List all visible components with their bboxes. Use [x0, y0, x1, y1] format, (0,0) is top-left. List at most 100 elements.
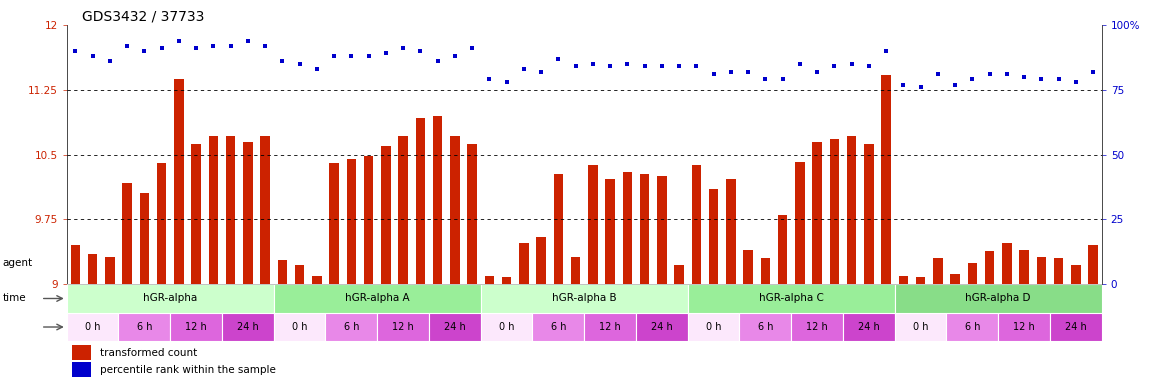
- Bar: [553, 174, 564, 284]
- Bar: [1019, 250, 1029, 284]
- Text: 24 h: 24 h: [237, 322, 259, 332]
- Bar: [501, 277, 512, 284]
- Bar: [87, 254, 98, 284]
- Text: 12 h: 12 h: [185, 322, 207, 332]
- Bar: [156, 163, 167, 284]
- Bar: [415, 118, 426, 284]
- Bar: [139, 194, 150, 284]
- Bar: [174, 79, 184, 284]
- Bar: [829, 139, 840, 284]
- Bar: [450, 136, 460, 284]
- Bar: [1053, 258, 1064, 284]
- Bar: [570, 257, 581, 284]
- Bar: [895, 284, 1102, 313]
- Bar: [70, 245, 80, 284]
- Bar: [481, 313, 532, 341]
- Bar: [363, 156, 374, 284]
- Bar: [170, 313, 222, 341]
- Bar: [688, 313, 739, 341]
- Bar: [933, 258, 943, 284]
- Bar: [674, 265, 684, 284]
- Bar: [584, 313, 636, 341]
- Bar: [691, 165, 702, 284]
- Bar: [481, 284, 688, 313]
- Bar: [760, 258, 771, 284]
- Bar: [605, 179, 615, 284]
- Bar: [1088, 245, 1098, 284]
- Text: 6 h: 6 h: [758, 322, 773, 332]
- Bar: [777, 215, 788, 284]
- Bar: [946, 313, 998, 341]
- Text: 6 h: 6 h: [551, 322, 566, 332]
- Bar: [277, 260, 288, 284]
- Bar: [843, 313, 895, 341]
- Bar: [812, 142, 822, 284]
- Bar: [998, 313, 1050, 341]
- Bar: [950, 274, 960, 284]
- Text: 24 h: 24 h: [444, 322, 466, 332]
- Bar: [432, 116, 443, 284]
- Bar: [429, 313, 481, 341]
- Bar: [325, 313, 377, 341]
- Bar: [122, 183, 132, 284]
- Bar: [739, 313, 791, 341]
- Bar: [532, 313, 584, 341]
- Bar: [1071, 265, 1081, 284]
- Text: 24 h: 24 h: [1065, 322, 1087, 332]
- Bar: [708, 189, 719, 284]
- Text: 0 h: 0 h: [706, 322, 721, 332]
- Bar: [260, 136, 270, 284]
- Text: 0 h: 0 h: [913, 322, 928, 332]
- Bar: [71, 362, 91, 377]
- Bar: [791, 313, 843, 341]
- Bar: [67, 313, 118, 341]
- Bar: [519, 243, 529, 284]
- Bar: [118, 313, 170, 341]
- Text: hGR-alpha C: hGR-alpha C: [759, 293, 823, 303]
- Bar: [274, 313, 325, 341]
- Text: transformed count: transformed count: [100, 348, 197, 358]
- Text: 0 h: 0 h: [85, 322, 100, 332]
- Bar: [71, 345, 91, 360]
- Bar: [346, 159, 356, 284]
- Bar: [984, 252, 995, 284]
- Text: 24 h: 24 h: [651, 322, 673, 332]
- Bar: [312, 276, 322, 284]
- Bar: [294, 265, 305, 284]
- Bar: [636, 313, 688, 341]
- Bar: [639, 174, 650, 284]
- Text: percentile rank within the sample: percentile rank within the sample: [100, 365, 276, 375]
- Text: 12 h: 12 h: [1013, 322, 1035, 332]
- Bar: [588, 165, 598, 284]
- Bar: [864, 144, 874, 284]
- Bar: [381, 146, 391, 284]
- Bar: [536, 237, 546, 284]
- Text: 6 h: 6 h: [965, 322, 980, 332]
- Text: time: time: [2, 293, 26, 303]
- Text: 0 h: 0 h: [292, 322, 307, 332]
- Bar: [657, 176, 667, 284]
- Bar: [915, 277, 926, 284]
- Text: 6 h: 6 h: [344, 322, 359, 332]
- Text: agent: agent: [2, 258, 32, 268]
- Text: hGR-alpha D: hGR-alpha D: [966, 293, 1030, 303]
- Bar: [329, 163, 339, 284]
- Bar: [898, 276, 908, 284]
- Bar: [191, 144, 201, 284]
- Bar: [225, 136, 236, 284]
- Bar: [688, 284, 895, 313]
- Text: 12 h: 12 h: [392, 322, 414, 332]
- Text: GDS3432 / 37733: GDS3432 / 37733: [83, 10, 205, 24]
- Bar: [743, 250, 753, 284]
- Bar: [1050, 313, 1102, 341]
- Text: 0 h: 0 h: [499, 322, 514, 332]
- Text: 12 h: 12 h: [599, 322, 621, 332]
- Bar: [208, 136, 218, 284]
- Bar: [105, 257, 115, 284]
- Text: hGR-alpha A: hGR-alpha A: [345, 293, 409, 303]
- Bar: [846, 136, 857, 284]
- Text: 12 h: 12 h: [806, 322, 828, 332]
- Bar: [484, 276, 494, 284]
- Text: hGR-alpha B: hGR-alpha B: [552, 293, 616, 303]
- Bar: [1036, 257, 1046, 284]
